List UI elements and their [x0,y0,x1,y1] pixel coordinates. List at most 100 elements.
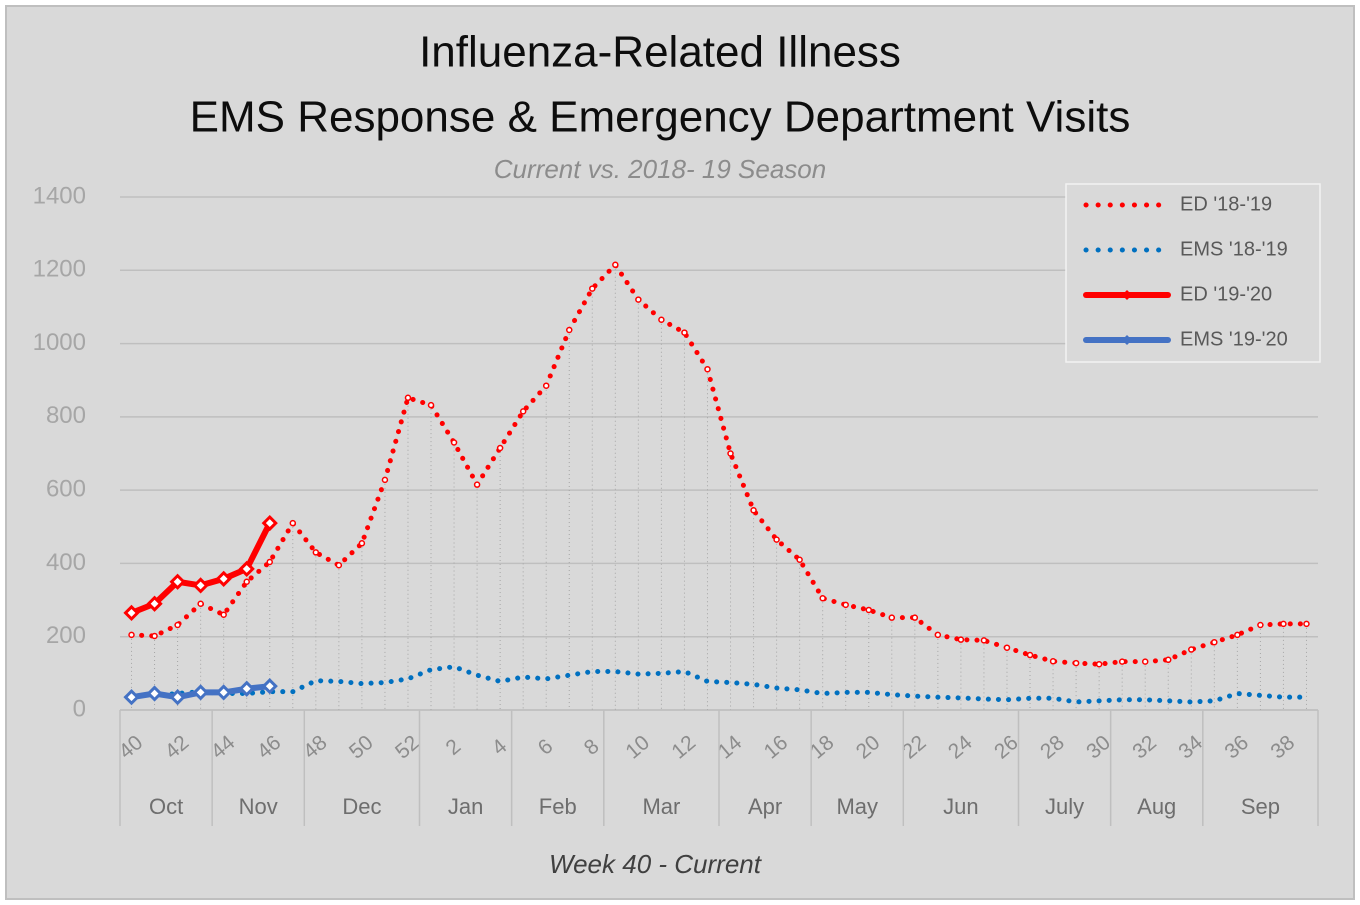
point-marker [704,365,711,373]
month-label: Aug [1137,794,1176,819]
month-label: Sep [1241,794,1280,819]
legend-label: ED '18-'19 [1180,193,1272,215]
point-marker [450,439,458,446]
month-label: Jan [448,794,483,819]
month-label: Mar [642,794,680,819]
point-marker [589,285,596,292]
point-marker [1234,631,1241,639]
point-marker [865,606,872,614]
month-label: Jun [943,794,978,819]
y-tick-label: 1400 [33,182,86,209]
y-tick-label: 1000 [33,329,86,356]
point-marker [1118,658,1126,665]
point-marker [473,481,481,488]
point-marker [542,382,550,389]
point-marker [427,401,435,409]
point-marker [358,540,366,547]
point-marker [169,689,186,706]
legend-marker [1122,335,1132,345]
point-marker [727,450,734,457]
legend-label: EMS '19-'20 [1180,328,1288,350]
point-marker [612,261,619,269]
month-label: Feb [539,794,577,819]
point-marker [796,556,803,564]
point-marker [261,515,278,532]
chart-subtitle: Current vs. 2018- 19 Season [494,154,826,184]
point-marker [1141,658,1149,665]
point-marker [146,595,163,612]
point-marker [980,637,988,644]
point-marker [773,536,780,543]
point-marker [261,678,278,695]
x-axis-title: Week 40 - Current [549,849,763,879]
point-marker [1095,660,1103,668]
point-marker [146,685,163,702]
point-marker [192,577,209,594]
point-marker [123,604,140,622]
point-marker [381,476,389,484]
point-marker [1211,638,1218,646]
y-tick-label: 200 [46,622,86,649]
point-marker [1003,644,1011,651]
point-marker [169,573,186,590]
point-marker [819,594,826,602]
point-marker [1049,658,1057,665]
point-marker [842,601,849,609]
month-label: Oct [149,794,183,819]
point-marker [1303,620,1310,628]
y-tick-label: 1200 [33,256,86,283]
point-marker [266,558,273,566]
point-marker [312,549,320,556]
month-label: July [1045,794,1084,819]
chart-background [5,5,1355,900]
point-marker [934,631,942,639]
month-label: Nov [239,794,278,819]
series-line [129,262,1309,667]
point-marker [1026,651,1034,659]
point-marker [123,689,140,706]
point-marker [911,614,919,621]
point-marker [174,621,181,629]
legend-label: ED '19-'20 [1180,283,1272,305]
point-marker [192,684,209,701]
legend-marker [1122,290,1132,300]
point-marker [238,560,255,578]
point-marker [151,632,158,640]
point-marker [635,296,642,303]
point-marker [1280,620,1287,628]
point-marker [1165,656,1172,664]
point-marker [238,680,255,697]
chart-title: EMS Response & Emergency Department Visi… [190,93,1131,142]
point-marker [220,611,227,618]
point-marker [888,614,896,621]
point-marker [404,394,412,402]
point-marker [128,631,135,639]
point-marker [1257,621,1264,629]
point-marker [957,636,965,643]
legend-label: EMS '18-'19 [1180,238,1288,260]
point-marker [681,329,688,336]
point-marker [519,408,527,415]
point-marker [335,562,343,569]
point-marker [243,578,250,585]
point-marker [197,600,204,607]
y-tick-label: 400 [46,549,86,576]
point-marker [496,444,504,452]
point-marker [215,684,232,701]
month-label: May [836,794,878,819]
point-marker [215,570,232,587]
month-label: Dec [342,794,381,819]
y-tick-label: 800 [46,402,86,429]
series-line [129,664,1309,705]
month-label: Apr [748,794,782,819]
point-marker [658,316,665,324]
point-marker [750,507,757,514]
y-tick-label: 600 [46,475,86,502]
y-tick-label: 0 [73,695,86,722]
chart-title: Influenza-Related Illness [419,28,901,77]
point-marker [566,326,573,334]
legend-box [1065,183,1321,363]
point-marker [1188,646,1195,653]
point-marker [289,519,297,527]
